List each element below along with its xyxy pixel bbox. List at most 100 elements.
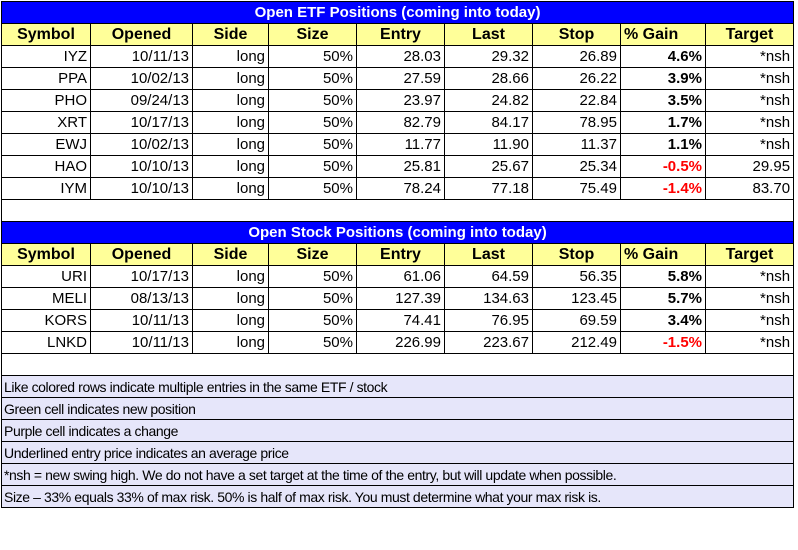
column-header-symbol: Symbol [1, 243, 91, 266]
cell-entry: 74.41 [356, 309, 445, 332]
cell-gain: 1.7% [620, 111, 706, 134]
stock-title-row: Open Stock Positions (coming into today) [0, 221, 795, 244]
cell-opened: 10/11/13 [90, 309, 193, 332]
cell-stop: 26.89 [532, 45, 621, 68]
note-row: Size – 33% equals 33% of max risk. 50% i… [0, 485, 795, 508]
table-row: LNKD 10/11/13 long 50% 226.99 223.67 212.49 -1.… [1, 331, 795, 354]
cell-size: 50% [268, 331, 357, 354]
cell-symbol: IYZ [1, 45, 91, 68]
cell-target: 83.70 [704, 177, 795, 200]
cell-gain: 3.4% [620, 309, 706, 332]
cell-entry: 11.77 [356, 133, 445, 156]
cell-size: 50% [268, 111, 357, 134]
note-text: Purple cell indicates a change [0, 419, 795, 442]
cell-target: 29.95 [704, 155, 795, 178]
cell-side: long [192, 287, 269, 310]
cell-side: long [192, 45, 269, 68]
cell-stop: 22.84 [532, 89, 621, 112]
note-row: Purple cell indicates a change [0, 419, 795, 442]
cell-stop: 26.22 [532, 67, 621, 90]
cell-size: 50% [268, 287, 357, 310]
cell-stop: 75.49 [532, 177, 621, 200]
cell-size: 50% [268, 265, 357, 288]
column-header-stop: Stop [532, 23, 621, 46]
cell-symbol: URI [1, 265, 91, 288]
note-row: Green cell indicates new position [0, 397, 795, 420]
cell-side: long [192, 331, 269, 354]
note-row: *nsh = new swing high. We do not have a … [0, 463, 795, 486]
cell-entry: 226.99 [356, 331, 445, 354]
cell-symbol: HAO [1, 155, 91, 178]
cell-opened: 10/17/13 [90, 265, 193, 288]
column-header-gain: % Gain [620, 23, 706, 46]
cell-opened: 10/11/13 [90, 45, 193, 68]
cell-symbol: EWJ [1, 133, 91, 156]
column-header-opened: Opened [90, 23, 193, 46]
note-text: Green cell indicates new position [0, 397, 795, 420]
cell-opened: 10/10/13 [90, 155, 193, 178]
cell-opened: 10/10/13 [90, 177, 193, 200]
cell-symbol: KORS [1, 309, 91, 332]
cell-target: *nsh [704, 331, 795, 354]
blank-row [0, 353, 795, 376]
cell-side: long [192, 89, 269, 112]
cell-stop: 212.49 [532, 331, 621, 354]
cell-target: *nsh [704, 111, 795, 134]
cell-gain: 3.5% [620, 89, 706, 112]
cell-size: 50% [268, 177, 357, 200]
cell-last: 24.82 [444, 89, 533, 112]
cell-target: *nsh [704, 287, 795, 310]
cell-last: 29.32 [444, 45, 533, 68]
column-header-gain: % Gain [620, 243, 706, 266]
blank-cell [0, 199, 795, 222]
cell-side: long [192, 133, 269, 156]
table-row: KORS 10/11/13 long 50% 74.41 76.95 69.59 3.4% *n… [1, 309, 795, 332]
cell-gain: -1.5% [620, 331, 706, 354]
cell-side: long [192, 177, 269, 200]
cell-symbol: PPA [1, 67, 91, 90]
cell-last: 28.66 [444, 67, 533, 90]
cell-opened: 10/02/13 [90, 67, 193, 90]
cell-side: long [192, 265, 269, 288]
cell-last: 64.59 [444, 265, 533, 288]
column-header-last: Last [444, 23, 533, 46]
column-header-size: Size [268, 243, 357, 266]
cell-target: *nsh [704, 133, 795, 156]
cell-stop: 56.35 [532, 265, 621, 288]
cell-side: long [192, 309, 269, 332]
cell-opened: 10/11/13 [90, 331, 193, 354]
cell-last: 84.17 [444, 111, 533, 134]
cell-size: 50% [268, 155, 357, 178]
stock-section-title: Open Stock Positions (coming into today) [0, 221, 795, 244]
column-header-last: Last [444, 243, 533, 266]
cell-last: 223.67 [444, 331, 533, 354]
cell-stop: 78.95 [532, 111, 621, 134]
column-header-stop: Stop [532, 243, 621, 266]
table-row: PPA 10/02/13 long 50% 27.59 28.66 26.22 3.9% *ns… [1, 67, 795, 90]
column-header-entry: Entry [356, 23, 445, 46]
cell-side: long [192, 111, 269, 134]
cell-stop: 11.37 [532, 133, 621, 156]
cell-gain: 5.8% [620, 265, 706, 288]
etf-title-row: Open ETF Positions (coming into today) [0, 1, 795, 24]
cell-side: long [192, 155, 269, 178]
cell-entry: 127.39 [356, 287, 445, 310]
column-header-target: Target [704, 243, 795, 266]
table-row: MELI 08/13/13 long 50% 127.39 134.63 123.45 5.7… [1, 287, 795, 310]
positions-sheet: Open ETF Positions (coming into today) Sy… [0, 1, 795, 508]
blank-row [0, 199, 795, 222]
column-header-size: Size [268, 23, 357, 46]
cell-entry: 82.79 [356, 111, 445, 134]
cell-symbol: PHO [1, 89, 91, 112]
etf-header-row: Symbol Opened Side Size Entry Last Stop% Gain T… [1, 23, 795, 46]
cell-size: 50% [268, 45, 357, 68]
column-header-opened: Opened [90, 243, 193, 266]
cell-entry: 28.03 [356, 45, 445, 68]
table-row: PHO 09/24/13 long 50% 23.97 24.82 22.84 3.5% *ns… [1, 89, 795, 112]
table-row: HAO 10/10/13 long 50% 25.81 25.67 25.34 -0.5% 29… [1, 155, 795, 178]
cell-symbol: XRT [1, 111, 91, 134]
cell-side: long [192, 67, 269, 90]
cell-gain: 4.6% [620, 45, 706, 68]
cell-symbol: IYM [1, 177, 91, 200]
table-row: EWJ 10/02/13 long 50% 11.77 11.90 11.37 1.1% *ns… [1, 133, 795, 156]
